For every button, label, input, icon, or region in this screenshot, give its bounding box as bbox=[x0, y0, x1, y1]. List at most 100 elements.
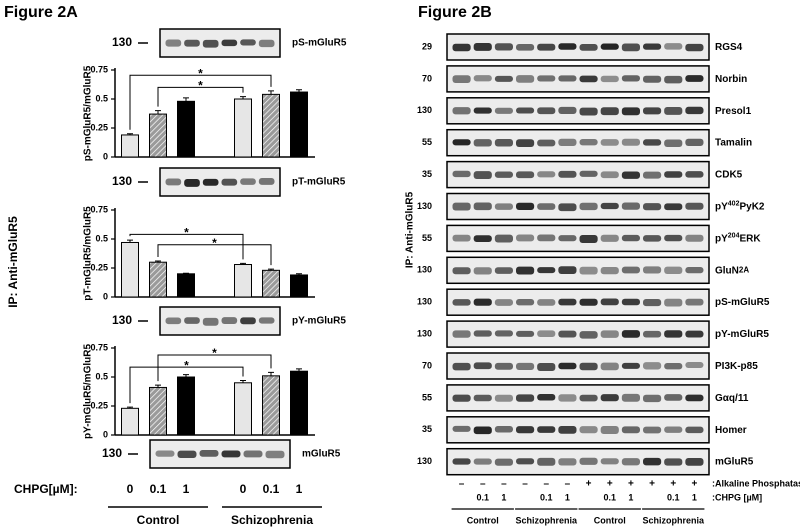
blot-band bbox=[685, 234, 704, 242]
blot-band bbox=[516, 171, 535, 179]
blot-band bbox=[600, 43, 619, 50]
blot-band bbox=[600, 458, 619, 465]
blot-band bbox=[600, 362, 619, 371]
blot-band bbox=[537, 107, 556, 115]
y-axis-label: pT-mGluR5/mGluR5 bbox=[83, 206, 94, 301]
blot-band bbox=[473, 139, 492, 147]
label-part: pY-mGluR5 bbox=[715, 329, 769, 340]
y-tick-label: 0.75 bbox=[90, 64, 108, 74]
blot-band bbox=[600, 394, 619, 402]
significance-star: * bbox=[184, 358, 189, 372]
blot-band bbox=[621, 107, 640, 116]
blot-band bbox=[516, 266, 535, 275]
blot-band bbox=[452, 107, 471, 115]
blot-band bbox=[202, 39, 219, 48]
error-bar bbox=[183, 374, 189, 377]
blot-band bbox=[558, 426, 577, 434]
blot-label: pY-mGluR5 bbox=[292, 316, 346, 327]
error-bar bbox=[296, 368, 302, 372]
blot-band bbox=[664, 43, 683, 50]
y-axis-label: pY-mGluR5/mGluR5 bbox=[83, 344, 94, 439]
blot-band bbox=[579, 139, 598, 146]
blot-band bbox=[621, 458, 640, 466]
blot-band bbox=[537, 75, 556, 82]
bar bbox=[290, 274, 308, 298]
blot-band bbox=[494, 426, 513, 433]
blot-band bbox=[621, 330, 640, 338]
row-label: :Alkaline Phosphatase bbox=[712, 478, 800, 488]
chpg-dose: 1 bbox=[628, 492, 633, 502]
chpg-dose: 0.1 bbox=[603, 492, 616, 502]
blot-band bbox=[516, 139, 535, 148]
molecular-weight: 130 bbox=[112, 313, 132, 327]
blot-band bbox=[537, 267, 556, 274]
blot-label: CDK5 bbox=[715, 169, 743, 180]
blot-band bbox=[579, 107, 598, 116]
blot-label: mGluR5 bbox=[715, 456, 754, 467]
blot-band bbox=[600, 139, 619, 146]
blot-band bbox=[473, 202, 492, 211]
chpg-dose: 0.1 bbox=[667, 492, 680, 502]
blot-band bbox=[184, 39, 200, 47]
blot-band bbox=[643, 43, 662, 50]
blot-band bbox=[685, 43, 704, 52]
blot-band bbox=[537, 139, 556, 147]
label-part: CDK5 bbox=[715, 169, 743, 180]
blot-band bbox=[165, 178, 182, 186]
phosphatase-sign: + bbox=[649, 479, 655, 490]
blot-band bbox=[452, 170, 471, 178]
bar bbox=[149, 113, 167, 158]
blot-band bbox=[473, 43, 492, 51]
blot-band bbox=[685, 171, 704, 178]
side-label: IP: Anti-mGluR5 bbox=[6, 216, 20, 308]
blot-band bbox=[579, 362, 598, 371]
error-bar bbox=[240, 96, 246, 99]
figure-title: Figure 2B bbox=[418, 4, 492, 21]
blot-band bbox=[579, 170, 598, 177]
label-part: Tamalin bbox=[715, 137, 752, 148]
bar bbox=[149, 261, 167, 298]
blot-band bbox=[685, 75, 704, 82]
blot-band bbox=[537, 362, 556, 371]
blot-band bbox=[643, 266, 662, 274]
blot-label: Tamalin bbox=[715, 137, 752, 148]
blot-band bbox=[537, 43, 556, 51]
blot-band bbox=[184, 317, 200, 324]
category-label: 0 bbox=[127, 482, 134, 496]
chpg-dose: 1 bbox=[692, 492, 697, 502]
error-bar bbox=[268, 371, 274, 376]
error-bar bbox=[268, 268, 274, 271]
blot-band bbox=[664, 203, 683, 211]
blot-band bbox=[664, 298, 683, 307]
phosphatase-sign: – bbox=[522, 479, 528, 490]
blot-band bbox=[558, 106, 577, 114]
blot-band bbox=[452, 425, 471, 432]
blot-label: pS-mGluR5 bbox=[292, 38, 347, 49]
blot-band bbox=[473, 235, 492, 243]
blot-band bbox=[685, 106, 704, 115]
significance-bracket bbox=[129, 233, 244, 260]
label-part: mGluR5 bbox=[715, 456, 754, 467]
bar bbox=[177, 100, 195, 158]
group-label: Control bbox=[594, 515, 626, 525]
bar bbox=[234, 264, 252, 298]
blot-band bbox=[600, 298, 619, 306]
label-part: Gαq/11 bbox=[715, 393, 749, 404]
molecular-weight: 55 bbox=[422, 233, 432, 243]
label-part: 204 bbox=[728, 232, 740, 239]
blot-band bbox=[537, 393, 556, 401]
group-label: Schizophrenia bbox=[231, 513, 313, 527]
blot-band bbox=[494, 394, 513, 402]
error-bar bbox=[268, 90, 274, 95]
label-part: Norbin bbox=[715, 74, 747, 85]
blot-band bbox=[537, 299, 556, 306]
blot-band bbox=[473, 394, 492, 402]
blot-band bbox=[558, 138, 577, 147]
significance-star: * bbox=[212, 236, 217, 250]
blot-band bbox=[516, 75, 535, 83]
blot-band bbox=[494, 299, 513, 306]
blot-band bbox=[494, 107, 513, 114]
blot-band bbox=[221, 450, 241, 458]
bar bbox=[262, 93, 280, 158]
blot-band bbox=[558, 235, 577, 242]
